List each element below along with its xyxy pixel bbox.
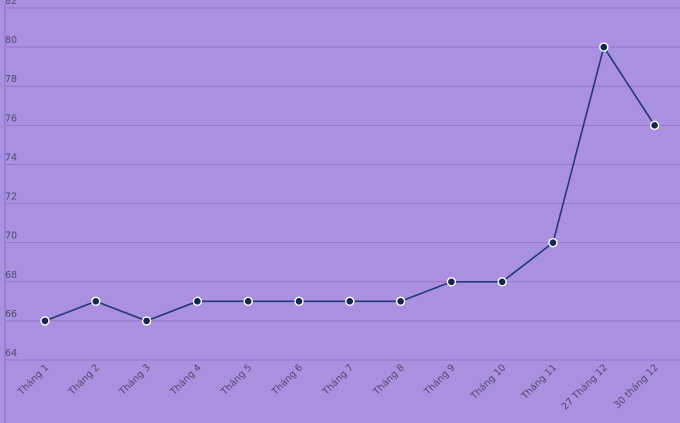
data-point [395, 296, 406, 307]
data-point [497, 277, 507, 287]
y-tick-label: 70 [5, 231, 17, 242]
x-tick-label: Tháng 6 [269, 362, 305, 398]
data-point [599, 42, 609, 52]
y-tick-label: 72 [5, 192, 17, 203]
data-point [345, 296, 355, 307]
x-tick-label: Tháng 3 [117, 362, 153, 398]
y-tick-label: 78 [5, 74, 17, 85]
data-point [40, 316, 50, 326]
y-tick-label: 68 [5, 270, 17, 281]
data-point [192, 296, 203, 307]
x-tick-label: Tháng 8 [371, 362, 407, 398]
y-tick-label: 66 [5, 309, 17, 320]
x-tick-label: Tháng 9 [422, 362, 458, 398]
x-tick-label: 30 tháng 12 [612, 362, 661, 411]
x-tick-label: 27 Tháng 12 [560, 362, 610, 412]
y-tick-label: 64 [5, 348, 17, 359]
y-tick-label: 80 [5, 35, 17, 46]
data-point [141, 316, 152, 326]
y-tick-label: 76 [5, 113, 17, 124]
x-tick-label: Tháng 2 [66, 362, 102, 398]
data-point [649, 120, 660, 131]
y-tick-label: 74 [5, 152, 17, 163]
data-point [91, 296, 101, 307]
y-axis-ticks: 64 66 68 70 72 74 76 78 80 82 [5, 0, 17, 359]
grid-lines [6, 7, 680, 361]
x-tick-label: Tháng 5 [218, 362, 254, 398]
data-point [243, 296, 253, 307]
x-tick-label: Tháng 1 [15, 362, 51, 398]
x-tick-label: Tháng 7 [320, 362, 356, 398]
x-axis-ticks: Tháng 1 Tháng 2 Tháng 3 Tháng 4 Tháng 5 Tháng… [15, 362, 660, 412]
data-point [548, 237, 558, 248]
data-point [446, 277, 457, 287]
y-tick-label: 82 [5, 0, 17, 7]
x-tick-label: Tháng 4 [168, 362, 204, 398]
x-tick-label: Tháng 10 [468, 362, 508, 402]
x-tick-label: Tháng 11 [519, 362, 559, 402]
series [40, 42, 660, 326]
series-line [44, 45, 656, 322]
data-point [294, 296, 304, 307]
